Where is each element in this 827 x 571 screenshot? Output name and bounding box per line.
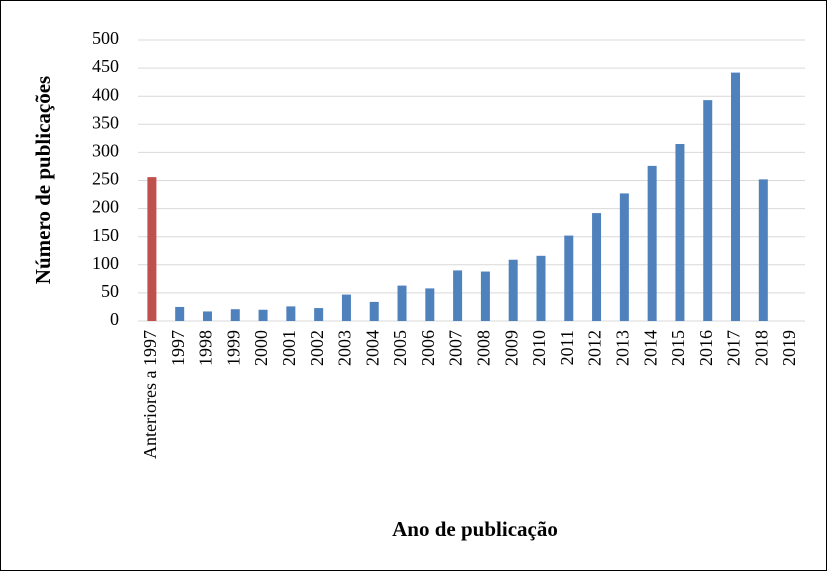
bar — [286, 306, 296, 321]
bar — [564, 235, 574, 321]
x-tick-label: 1998 — [196, 330, 216, 366]
x-tick-label: 2019 — [779, 330, 799, 366]
bar — [647, 165, 657, 321]
x-tick-label: 2009 — [501, 330, 521, 366]
x-tick-label: 2010 — [529, 330, 549, 366]
bar — [147, 177, 157, 321]
bar — [480, 271, 490, 321]
y-axis-label: Número de publicações — [31, 76, 55, 284]
x-tick-label: 2017 — [724, 330, 744, 366]
x-tick-label: 2015 — [668, 330, 688, 366]
bar — [258, 309, 268, 321]
bar — [703, 100, 713, 321]
y-tick-label: 300 — [92, 141, 119, 161]
y-tick-label: 350 — [92, 112, 119, 132]
y-tick-label: 200 — [92, 197, 119, 217]
y-tick-label: 250 — [92, 169, 119, 189]
y-tick-label: 500 — [92, 28, 119, 48]
x-tick-label: 2006 — [418, 330, 438, 366]
bar — [731, 72, 741, 321]
bar — [536, 255, 546, 321]
x-tick-label: 2014 — [640, 330, 660, 366]
x-tick-label: 2005 — [390, 330, 410, 366]
x-tick-label: 2013 — [612, 330, 632, 366]
bar — [619, 193, 629, 321]
bar — [758, 179, 768, 321]
x-tick-label: 1999 — [223, 330, 243, 366]
bar — [592, 213, 602, 321]
y-tick-label: 400 — [92, 84, 119, 104]
bar — [397, 285, 407, 321]
x-tick-label: 2012 — [585, 330, 605, 366]
bar — [314, 308, 324, 321]
x-tick-label: 2011 — [557, 330, 577, 365]
x-axis-label: Ano de publicação — [392, 517, 558, 541]
x-tick-label: 2007 — [446, 330, 466, 366]
bar — [230, 309, 240, 321]
bar — [341, 294, 351, 321]
x-tick-label: Anteriores a 1997 — [140, 330, 160, 459]
x-tick-label: 2003 — [335, 330, 355, 366]
y-tick-label: 0 — [110, 309, 119, 329]
x-tick-label: 2002 — [307, 330, 327, 366]
y-tick-label: 450 — [92, 56, 119, 76]
x-tick-label: 2001 — [279, 330, 299, 366]
x-tick-label: 1997 — [168, 330, 188, 366]
bar — [202, 311, 212, 321]
x-tick-label: 2008 — [474, 330, 494, 366]
bar — [425, 288, 435, 321]
x-tick-label: 2000 — [251, 330, 271, 366]
x-tick-label: 2004 — [362, 330, 382, 366]
x-tick-label: 2016 — [696, 330, 716, 366]
bar — [175, 306, 185, 321]
bar — [675, 143, 685, 321]
x-tick-label: 2018 — [751, 330, 771, 366]
bar — [453, 270, 463, 321]
y-tick-label: 150 — [92, 225, 119, 245]
bar — [369, 301, 379, 321]
y-tick-label: 100 — [92, 253, 119, 273]
y-tick-label: 50 — [101, 281, 119, 301]
bar — [508, 259, 518, 321]
